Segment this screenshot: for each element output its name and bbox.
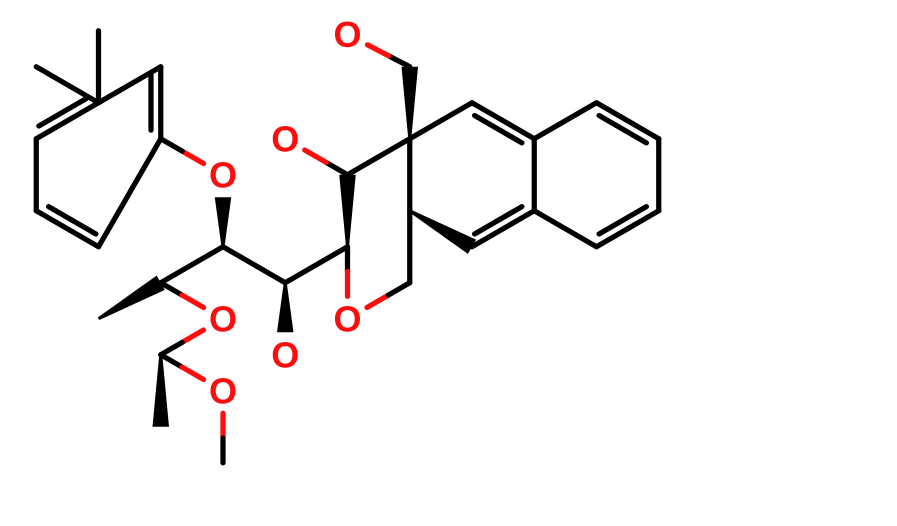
bond: [182, 330, 203, 342]
bond: [410, 103, 472, 139]
bond: [182, 295, 203, 307]
bond: [182, 151, 203, 163]
molecule-diagram: OOOOOOO: [0, 0, 897, 526]
bond: [534, 103, 596, 139]
bond: [182, 367, 203, 379]
bond: [348, 139, 410, 175]
atom-labels: OOOOOOO: [209, 14, 362, 411]
atom-label: O: [271, 118, 299, 159]
bond: [367, 295, 388, 307]
bond: [326, 162, 347, 174]
bond: [389, 56, 410, 67]
bond: [223, 247, 285, 283]
atom-label: O: [209, 154, 237, 195]
bond: [153, 355, 170, 427]
bond: [161, 355, 182, 367]
bond: [161, 139, 182, 151]
bond: [388, 283, 409, 295]
bond: [277, 283, 294, 333]
bond: [161, 247, 223, 283]
bond: [215, 197, 232, 247]
bond: [99, 139, 161, 247]
atom-label: O: [333, 14, 361, 55]
bond: [409, 209, 476, 253]
bond: [339, 175, 356, 247]
atom-label: O: [209, 298, 237, 339]
atom-label: O: [209, 370, 237, 411]
bond: [98, 276, 165, 320]
bond: [161, 342, 182, 354]
bond: [305, 150, 326, 162]
bond: [534, 211, 596, 247]
bond: [36, 67, 98, 103]
bond: [285, 247, 347, 283]
atom-label: O: [271, 334, 299, 375]
bond: [402, 67, 419, 139]
bond: [367, 45, 388, 56]
atom-label: O: [333, 298, 361, 339]
bonds: [36, 31, 659, 463]
